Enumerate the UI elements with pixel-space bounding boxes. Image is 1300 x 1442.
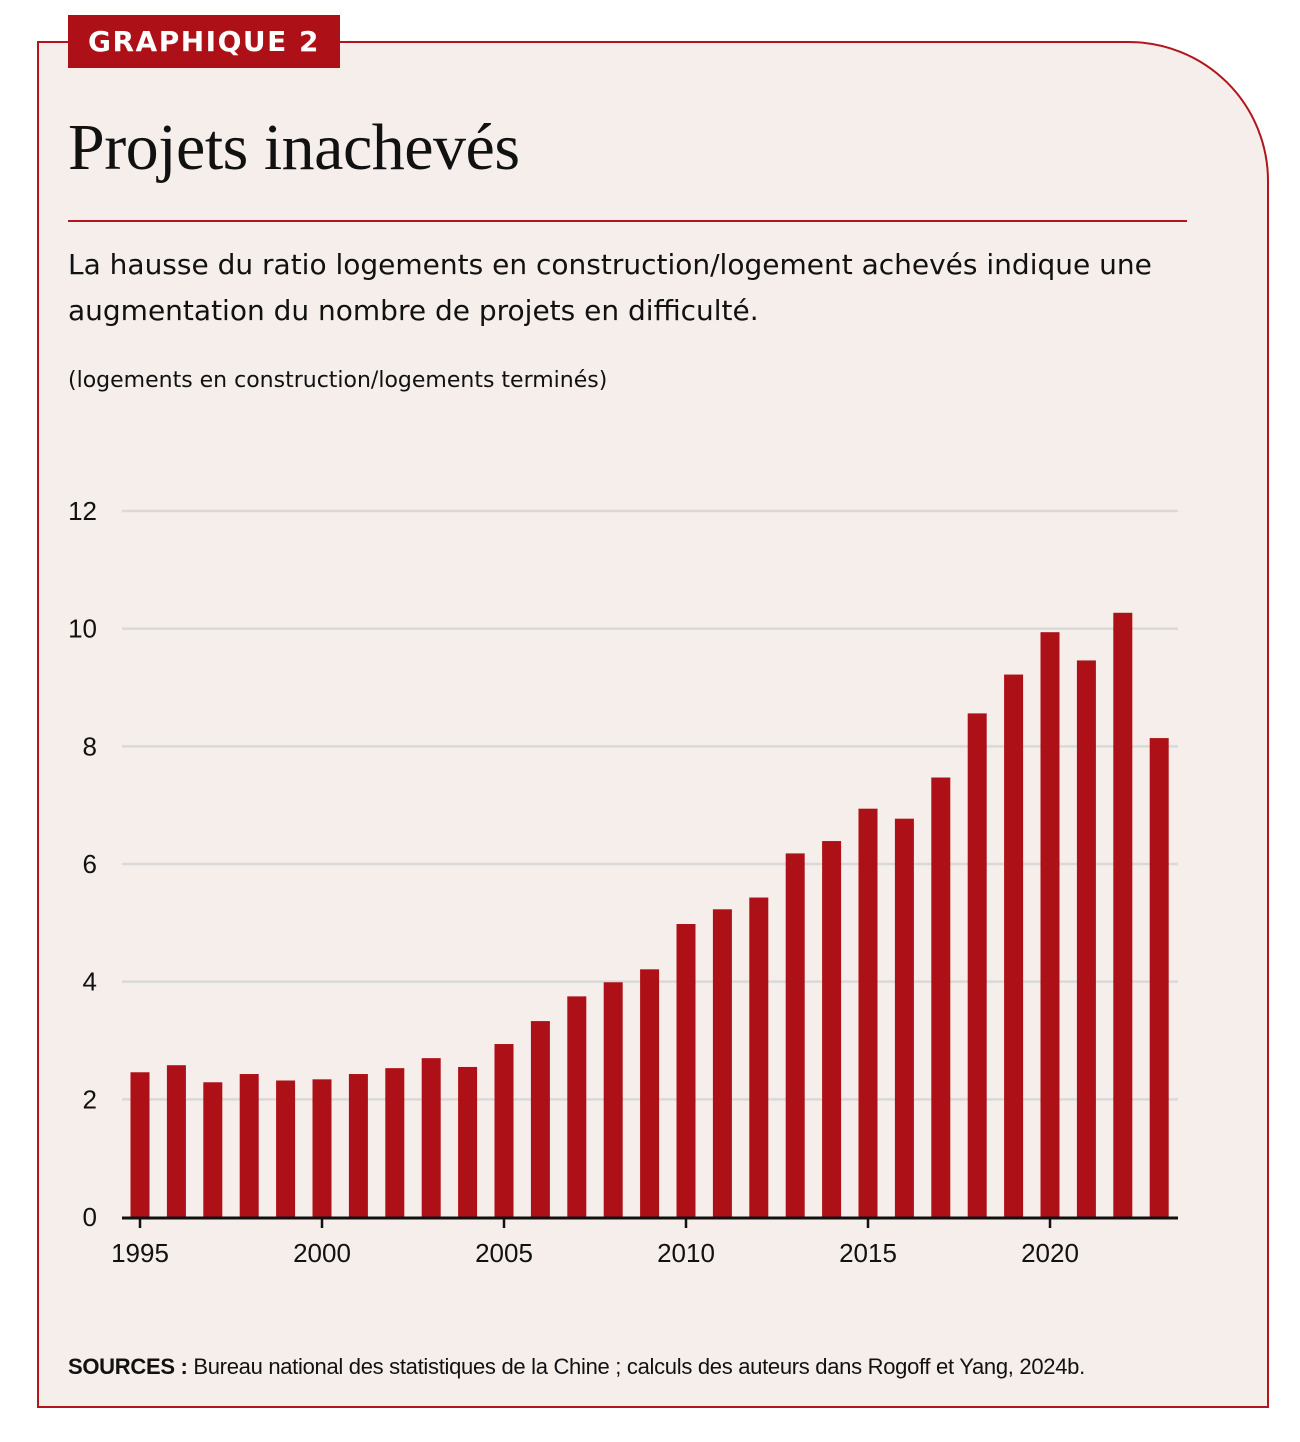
x-tick-label: 2020 — [1021, 1238, 1079, 1268]
bar-2023 — [1149, 738, 1169, 1217]
bar-2009 — [640, 969, 660, 1217]
x-axis: 1995 2000 2005 2010 2015 2020 — [111, 1216, 1178, 1268]
bar-2002 — [385, 1068, 405, 1217]
y-axis-tick-labels: 0 2 4 6 8 10 12 — [68, 496, 97, 1232]
bar-1995 — [130, 1072, 150, 1217]
sources-text: Bureau national des statistiques de la C… — [187, 1354, 1085, 1379]
bar-2021 — [1076, 660, 1096, 1217]
title-divider — [68, 220, 1187, 222]
bar-2018 — [967, 713, 987, 1217]
bar-2008 — [603, 982, 623, 1217]
figure-badge: GRAPHIQUE 2 — [68, 15, 340, 68]
x-tick-label: 1995 — [111, 1238, 169, 1268]
bar-2022 — [1113, 612, 1133, 1217]
bar-2014 — [822, 841, 842, 1217]
y-tick-label: 10 — [68, 614, 97, 644]
bar-2005 — [494, 1044, 514, 1217]
bar-2020 — [1040, 632, 1060, 1217]
chart-title: Projets inachevés — [68, 111, 520, 184]
bar-2000 — [312, 1079, 332, 1217]
y-tick-label: 12 — [68, 496, 97, 526]
bar-1996 — [166, 1065, 186, 1217]
sources-note: SOURCES : Bureau national des statistiqu… — [68, 1354, 1085, 1380]
x-tick-label: 2000 — [293, 1238, 351, 1268]
bar-2016 — [894, 818, 914, 1217]
y-tick-label: 4 — [83, 967, 97, 997]
bar-2007 — [567, 996, 587, 1217]
bar-2003 — [421, 1058, 441, 1217]
bar-2006 — [530, 1021, 550, 1217]
x-tick-label: 2005 — [475, 1238, 533, 1268]
bar-2015 — [858, 808, 878, 1217]
bar-1999 — [276, 1080, 296, 1217]
bar-1998 — [239, 1074, 259, 1217]
chart-subtitle: La hausse du ratio logements en construc… — [68, 248, 1152, 327]
x-tick-label: 2010 — [657, 1238, 715, 1268]
bar-2010 — [676, 924, 696, 1217]
y-axis-unit-label: (logements en construction/logements ter… — [68, 368, 608, 393]
bar-2011 — [712, 909, 732, 1217]
bar-2012 — [749, 897, 769, 1217]
bars — [130, 612, 1169, 1217]
x-tick-label: 2015 — [839, 1238, 897, 1268]
y-tick-label: 2 — [83, 1084, 97, 1114]
bar-2019 — [1004, 674, 1024, 1217]
bar-2004 — [458, 1066, 478, 1217]
y-tick-label: 0 — [83, 1202, 97, 1232]
y-tick-label: 8 — [83, 731, 97, 761]
y-tick-label: 6 — [83, 849, 97, 879]
bar-1997 — [203, 1082, 223, 1217]
bar-2013 — [785, 853, 805, 1217]
bar-2001 — [348, 1074, 368, 1217]
bar-2017 — [931, 777, 951, 1217]
sources-label: SOURCES : — [68, 1354, 188, 1379]
